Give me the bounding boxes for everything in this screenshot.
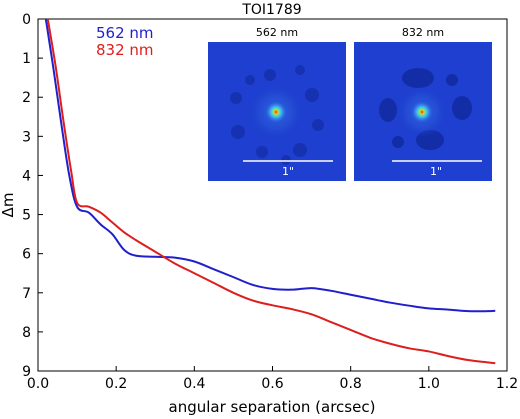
y-tick-label: 6: [22, 247, 31, 263]
inset-label-832nm: 832 nm: [402, 26, 444, 39]
y-tick-label: 4: [22, 168, 31, 184]
x-tick-label: 0.6: [261, 376, 283, 392]
x-tick-label: 0.8: [340, 376, 362, 392]
y-tick-label: 0: [22, 12, 31, 28]
x-axis-title: angular separation (arcsec): [169, 398, 376, 416]
scale-bar-label-832nm: 1": [430, 165, 442, 178]
y-tick-label: 2: [22, 90, 31, 106]
scale-bar-label-562nm: 1": [282, 165, 294, 178]
x-axis: 0.0 0.2 0.4 0.6 0.8 1.0 1.2: [27, 366, 518, 392]
series-layer: [44, 19, 496, 365]
y-tick-label: 8: [22, 325, 31, 341]
y-tick-label: 3: [22, 129, 31, 145]
psf-core-562nm: [264, 100, 288, 124]
inset-label-562nm: 562 nm: [256, 26, 298, 39]
y-tick-label: 9: [22, 364, 31, 380]
legend-entry-562nm: 562 nm: [96, 24, 154, 42]
x-tick-label: 0.2: [105, 376, 127, 392]
x-tick-label: 1.0: [418, 376, 440, 392]
x-tick-label: 0.0: [27, 376, 49, 392]
y-tick-label: 7: [22, 286, 31, 302]
inset-image-562nm: 562 nm 1": [208, 26, 346, 181]
psf-core-832nm: [410, 100, 434, 124]
legend-entry-832nm: 832 nm: [96, 41, 154, 59]
series-line-832nm: [46, 19, 496, 365]
inset-image-832nm: 832 nm 1": [354, 26, 492, 181]
x-tick-label: 1.2: [496, 376, 518, 392]
series-line-562nm: [44, 19, 496, 313]
speckle-ring-562nm: [230, 65, 324, 165]
legend: 562 nm 832 nm: [96, 24, 154, 59]
y-tick-label: 5: [22, 208, 31, 224]
chart-title: TOI1789: [241, 2, 301, 18]
y-tick-label: 1: [22, 51, 31, 67]
y-axis: 0 1 2 3 4 5 6 7 8 9: [22, 12, 43, 380]
y-axis-title: Δm: [0, 193, 17, 218]
x-tick-label: 0.4: [183, 376, 205, 392]
